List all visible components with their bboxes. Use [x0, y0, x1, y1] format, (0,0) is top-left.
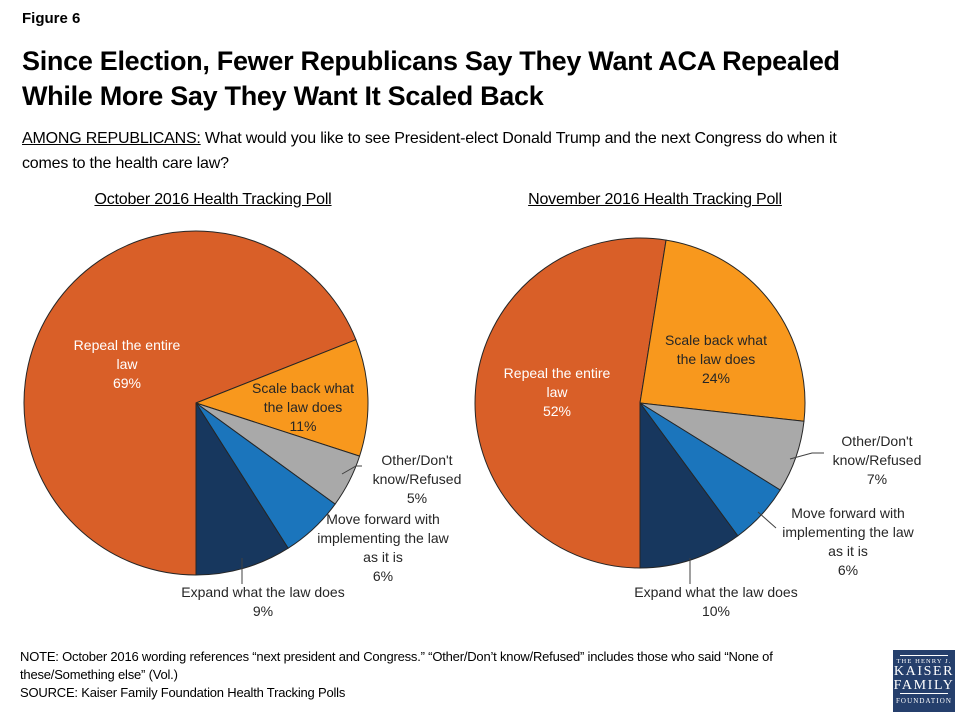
kaiser-family-foundation-logo: THE HENRY J. KAISER FAMILY FOUNDATION: [893, 650, 955, 712]
label-leader-line: [341, 465, 362, 475]
label-october-other: Other/Don't know/Refused 5%: [372, 452, 462, 506]
label-november-scale-back: Scale back what the law does 24%: [665, 332, 767, 386]
logo-text-foundation: FOUNDATION: [895, 697, 953, 705]
label-october-move-forward: Move forward with implementing the law a…: [317, 511, 449, 584]
page-title: Since Election, Fewer Republicans Say Th…: [22, 44, 952, 114]
logo-text-the-henry-j: THE HENRY J.: [896, 658, 952, 665]
label-november-move-forward: Move forward with implementing the law a…: [782, 505, 914, 578]
survey-question: AMONG REPUBLICANS: What would you like t…: [22, 126, 947, 176]
pie-slice-november-expand-what-the-law-does: [639, 402, 739, 569]
logo-text-kaiser: KAISER: [893, 664, 955, 679]
label-november-expand: Expand what the law does 10%: [634, 584, 798, 619]
figure-number: Figure 6: [22, 10, 81, 27]
note-line1: NOTE: October 2016 wording references “n…: [20, 649, 773, 664]
label-october-expand: Expand what the law does 9%: [181, 584, 345, 619]
october-chart-title: October 2016 Health Tracking Poll: [94, 191, 332, 208]
logo-divider-top: [900, 655, 948, 656]
survey-question-line1: AMONG REPUBLICANS: What would you like t…: [22, 126, 947, 151]
page-title-line2: While More Say They Want It Scaled Back: [22, 81, 544, 111]
pie-slice-november-repeal-the-entire-law: [474, 237, 667, 569]
pie-slice-october-repeal-the-entire-law: [23, 230, 357, 576]
november-chart-title: November 2016 Health Tracking Poll: [528, 191, 782, 208]
among-republicans-label: AMONG REPUBLICANS:: [22, 130, 201, 147]
label-october-repeal: Repeal the entire law 69%: [73, 337, 181, 391]
label-leader-line: [789, 452, 824, 460]
footnote: NOTE: October 2016 wording references “n…: [20, 648, 885, 702]
label-november-repeal: Repeal the entire law 52%: [503, 365, 611, 419]
label-october-scale-back: Scale back what the law does 11%: [252, 380, 354, 434]
label-leader-line: [757, 511, 777, 529]
survey-question-line2: comes to the health care law?: [22, 155, 229, 172]
logo-text-family: FAMILY: [893, 678, 955, 693]
pie-slice-november-scale-back-what-the-law-does: [639, 239, 806, 422]
pie-slice-october-scale-back-what-the-law-does: [195, 339, 369, 457]
page-title-line1: Since Election, Fewer Republicans Say Th…: [22, 46, 840, 76]
note-line2: these/Something else” (Vol.): [20, 667, 178, 682]
label-november-other: Other/Don't know/Refused 7%: [832, 433, 922, 487]
logo-divider-bottom: [900, 693, 948, 694]
pie-slice-october-expand-what-the-law-does: [195, 402, 289, 576]
source-line: SOURCE: Kaiser Family Foundation Health …: [20, 685, 346, 700]
survey-question-text: What would you like to see President-ele…: [200, 130, 837, 147]
